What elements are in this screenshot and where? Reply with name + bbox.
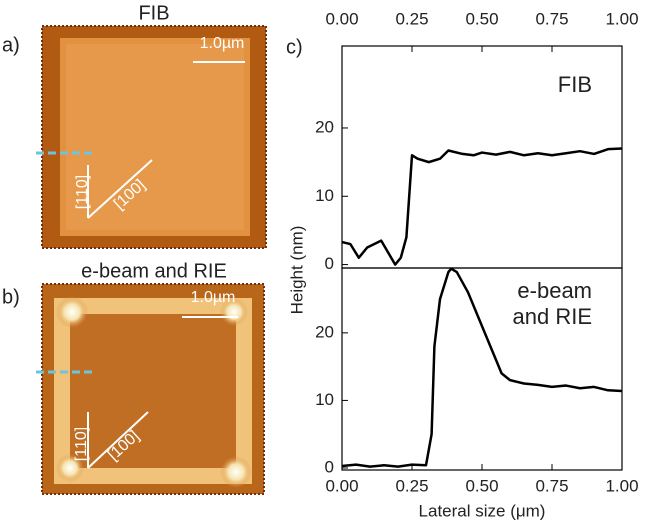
x-tick-label: 0.25 bbox=[395, 9, 428, 28]
panel-label: c) bbox=[286, 36, 303, 58]
x-tick-label: 0.50 bbox=[465, 9, 498, 28]
data-line bbox=[341, 147, 623, 266]
x-tick-label: 1.00 bbox=[605, 9, 638, 28]
image-title: e-beam and RIE bbox=[81, 260, 227, 282]
x-axis-label: Lateral size (μm) bbox=[419, 501, 546, 520]
x-tick-label: 0.50 bbox=[465, 476, 498, 495]
direction-label: [110] bbox=[73, 427, 90, 461]
y-tick-label: 20 bbox=[315, 322, 334, 341]
x-tick-label: 0.75 bbox=[535, 476, 568, 495]
annotation: FIB bbox=[558, 72, 592, 97]
image-title: FIB bbox=[138, 2, 169, 24]
y-axis-label: Height (nm) bbox=[287, 226, 306, 315]
x-tick-label: 0.00 bbox=[325, 9, 358, 28]
annotation: and RIE bbox=[513, 304, 593, 329]
x-tick-label: 1.00 bbox=[605, 476, 638, 495]
y-tick-label: 0 bbox=[325, 457, 334, 476]
afm-image-a: [110] [100] 1.0µm bbox=[36, 25, 267, 249]
annotation: e-beam bbox=[517, 278, 592, 303]
scale-bar-label: 1.0µm bbox=[200, 35, 245, 52]
y-tick-label: 0 bbox=[325, 254, 334, 273]
direction-label: [110] bbox=[74, 175, 91, 209]
x-tick-label: 0.25 bbox=[395, 476, 428, 495]
y-tick-label: 20 bbox=[315, 117, 334, 136]
panel-label: a) bbox=[2, 34, 20, 56]
y-tick-label: 10 bbox=[315, 186, 334, 205]
x-tick-label: 0.75 bbox=[535, 9, 568, 28]
x-tick-label: 0.00 bbox=[325, 476, 358, 495]
scale-bar-label: 1.0µm bbox=[191, 289, 236, 306]
data-line bbox=[341, 267, 623, 468]
y-tick-label: 10 bbox=[315, 390, 334, 409]
afm-image-b: [110] [100] 1.0µm bbox=[36, 283, 265, 495]
panel-label: b) bbox=[2, 286, 20, 308]
